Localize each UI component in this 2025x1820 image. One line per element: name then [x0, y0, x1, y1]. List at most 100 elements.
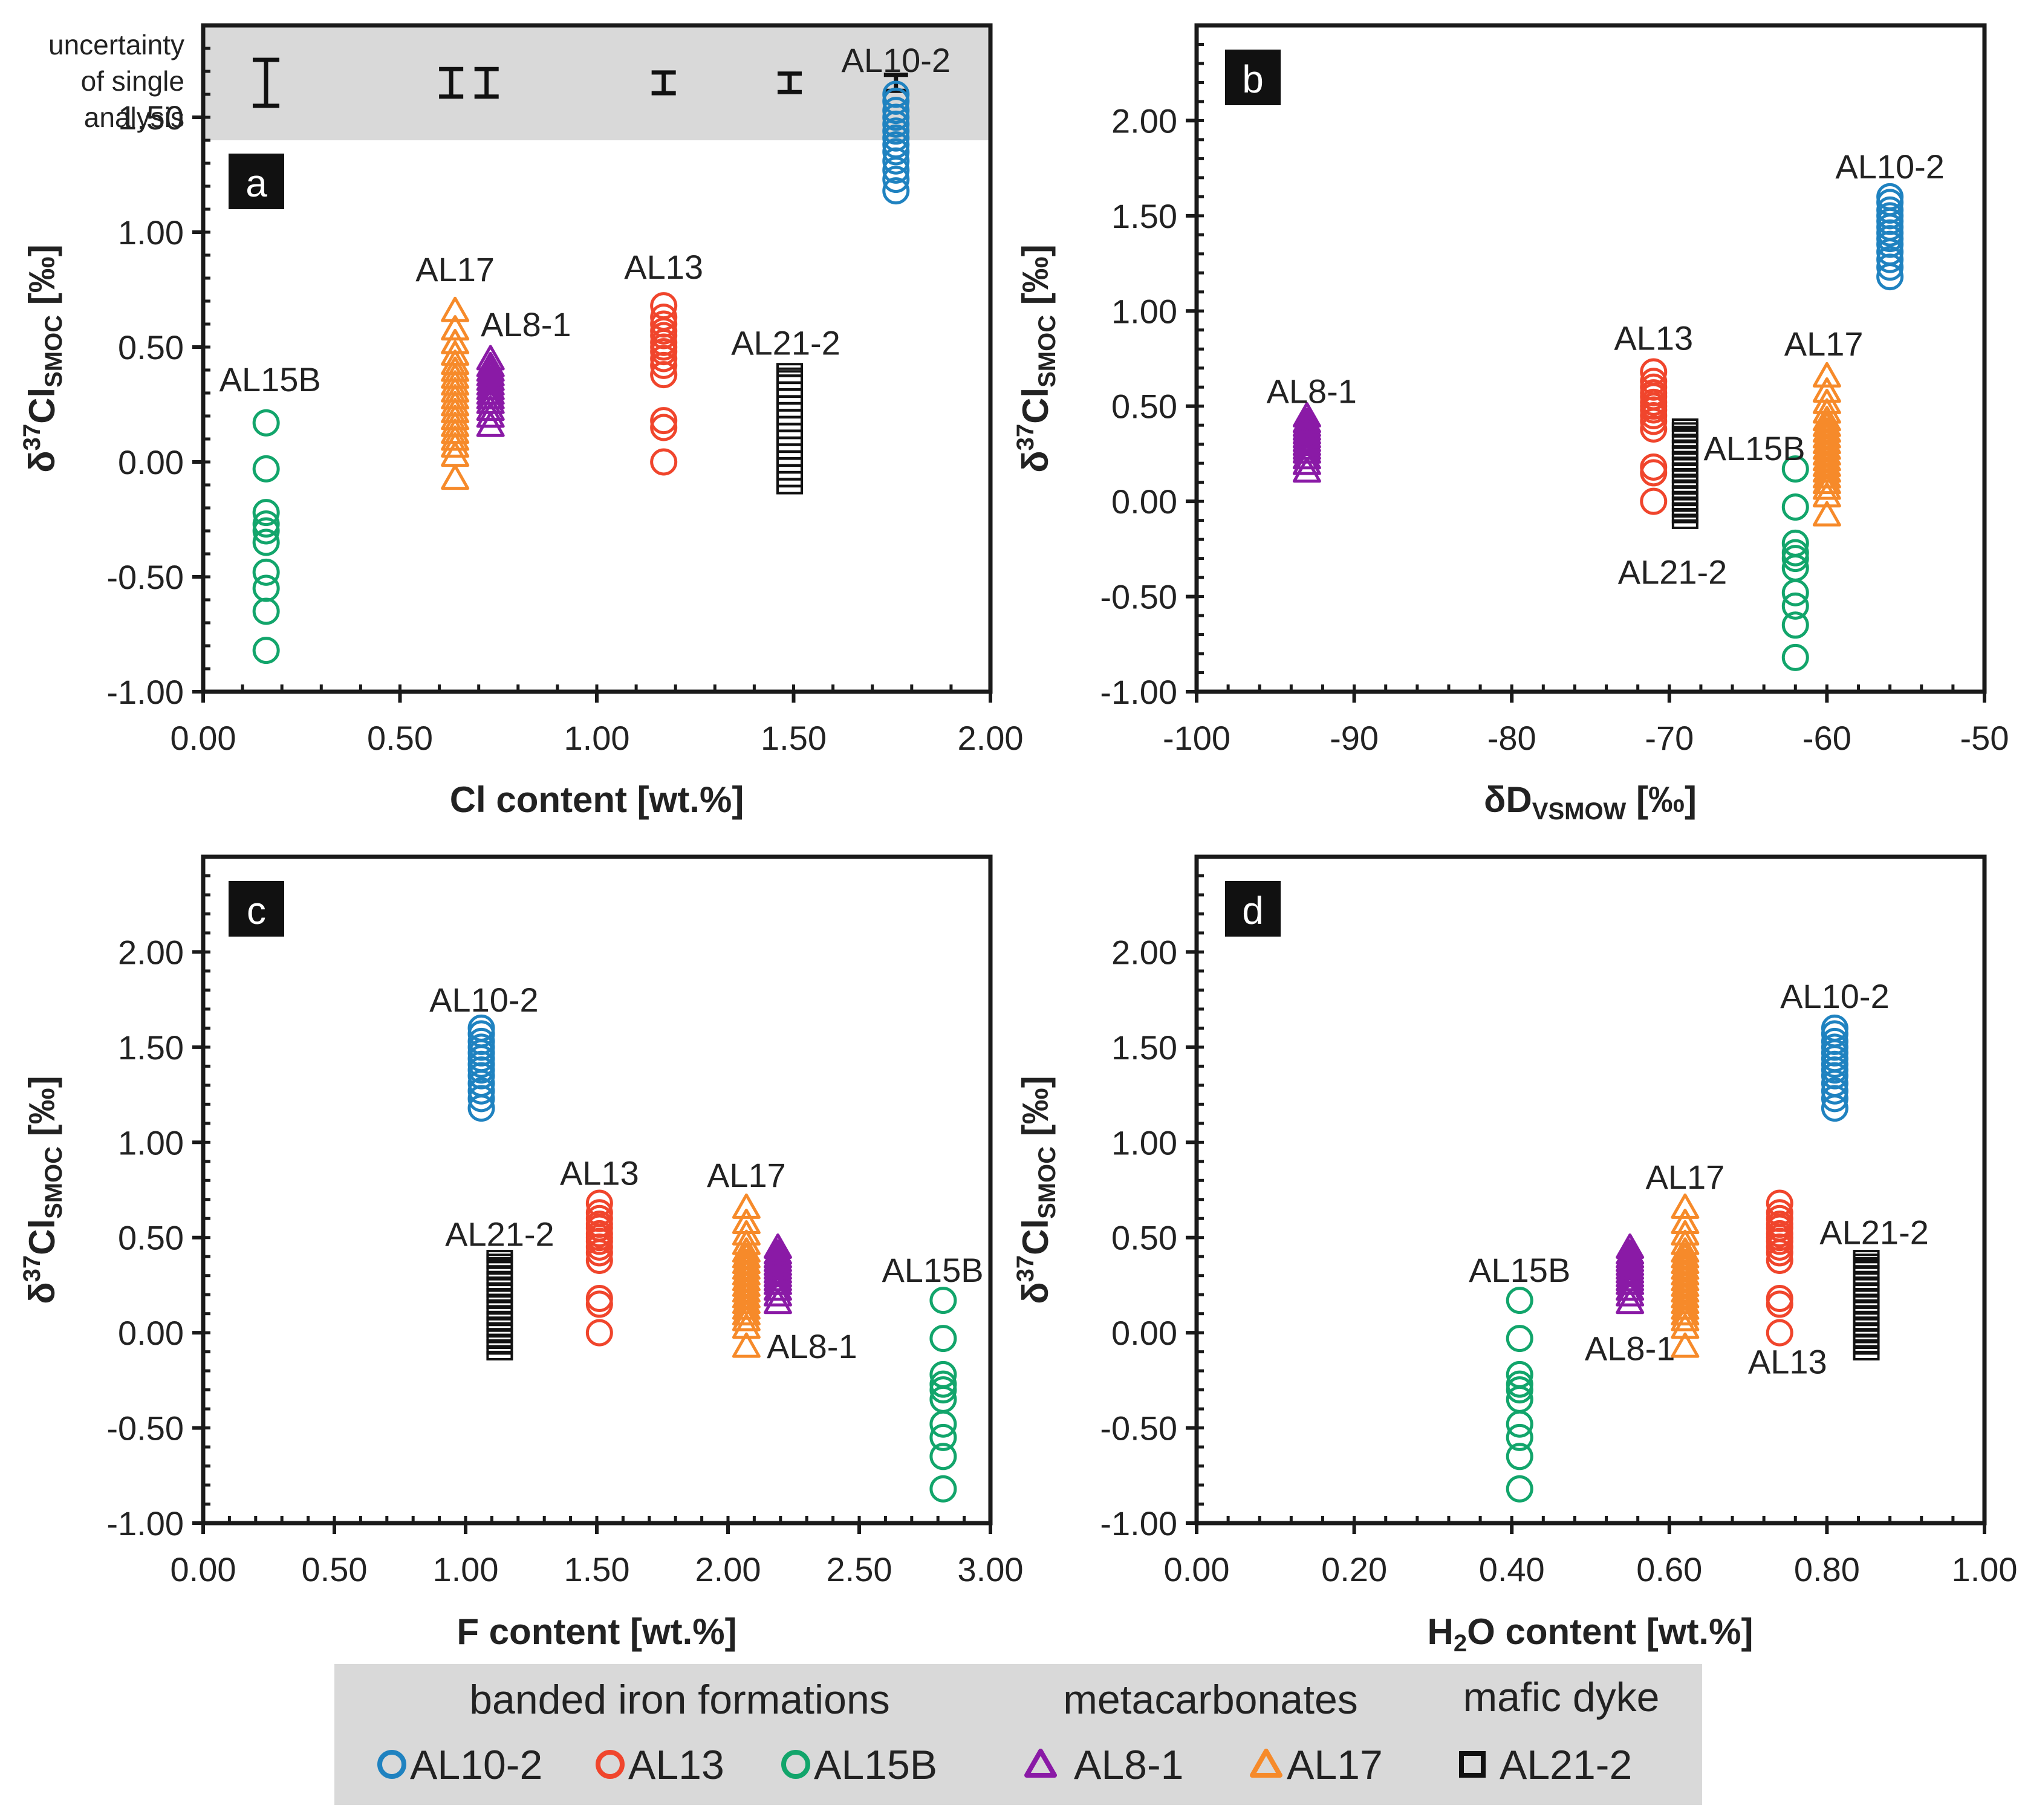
y-tick-label: -1.00	[1100, 673, 1177, 711]
annotation-AL13: AL13	[560, 1154, 639, 1192]
panel-d-x-axis: 0.00 0.20 0.40 0.60 0.80 1.00	[1164, 1516, 2018, 1588]
panel-b-points	[1292, 183, 1904, 671]
point-AL15B	[1781, 493, 1809, 521]
point-AL8-1	[1616, 1239, 1645, 1265]
x-tick-label: 0.00	[1164, 1550, 1230, 1588]
x-tick-label: 3.00	[958, 1550, 1024, 1588]
panel-c-y-label: δ37ClSMOC [‰]	[19, 1076, 67, 1304]
point-AL8-1	[1292, 444, 1321, 470]
x-tick-label: 1.50	[564, 1550, 630, 1588]
y-tick-label: -0.50	[106, 558, 184, 596]
panel-b-plot-frame	[1194, 23, 1987, 694]
point-AL13	[585, 1319, 613, 1347]
point-AL21-2	[1671, 508, 1698, 518]
point-AL17	[441, 425, 470, 451]
point-AL17	[1812, 406, 1841, 432]
point-AL13	[1640, 459, 1668, 487]
annotation-AL10-2: AL10-2	[841, 41, 951, 79]
point-AL17	[441, 377, 470, 403]
y-tick-label: 2.00	[118, 933, 184, 971]
point-AL13	[650, 414, 678, 441]
point-AL21-2	[1853, 1282, 1880, 1292]
y-tick-label: 0.00	[1111, 483, 1177, 521]
point-AL8-1	[476, 365, 505, 391]
x-tick-label: 2.00	[958, 719, 1024, 757]
x-tick-label: -90	[1330, 719, 1379, 757]
point-AL21-2	[486, 1265, 513, 1275]
y-tick-label: 2.00	[1111, 102, 1177, 140]
point-AL8-1	[763, 1233, 792, 1259]
point-AL13	[1766, 1199, 1793, 1227]
point-AL17	[441, 349, 470, 375]
panel-b-y-label: δ37ClSMOC [‰]	[1012, 244, 1061, 473]
point-AL8-1	[476, 411, 505, 437]
panel-a: uncertainty of single analysis -1.00 -0.5…	[19, 23, 1024, 820]
legend-label-AL10-2: AL10-2	[410, 1742, 542, 1788]
point-AL15B	[1506, 1423, 1533, 1451]
point-AL17	[441, 432, 470, 458]
point-AL21-2	[1671, 473, 1698, 484]
point-AL8-1	[1616, 1243, 1645, 1269]
point-AL8-1	[1616, 1289, 1645, 1315]
y-tick-label: -1.00	[1100, 1504, 1177, 1542]
legend-marker-AL15B	[781, 1750, 810, 1779]
annotation-AL13: AL13	[624, 248, 703, 286]
y-tick-label: 1.50	[118, 1029, 184, 1067]
panel-c-annotations: AL10-2 AL13 AL15B AL8-1 AL17 AL21-2	[429, 981, 983, 1365]
point-AL15B	[929, 1423, 957, 1451]
point-AL21-2	[1853, 1310, 1880, 1321]
point-AL17	[441, 441, 470, 467]
point-AL13	[650, 407, 678, 435]
point-AL10-2	[882, 124, 910, 152]
panel-c: -1.00 -0.50 0.00 0.50 1.00 1.50 2.00 0.00 0.50 1…	[19, 854, 1024, 1652]
point-AL15B	[929, 1443, 957, 1471]
point-AL21-2	[1671, 496, 1698, 507]
point-AL8-1	[763, 1289, 792, 1315]
annotation-AL10-2: AL10-2	[1835, 148, 1945, 186]
point-AL21-2	[1671, 479, 1698, 489]
point-AL8-1	[1616, 1233, 1645, 1259]
point-AL17	[441, 391, 470, 417]
legend-title-mafic-dyke: mafic dyke	[1463, 1674, 1660, 1720]
point-AL10-2	[1876, 245, 1904, 273]
point-AL21-2	[1853, 1288, 1880, 1298]
panel-c-x-axis: 0.00 0.50 1.00 1.50 2.00 2.50 3.00	[171, 1516, 1024, 1588]
point-AL15B	[929, 1370, 957, 1398]
point-AL17	[441, 370, 470, 396]
y-tick-label: 0.50	[118, 328, 184, 366]
legend-title-metacarbonates: metacarbonates	[1063, 1677, 1358, 1723]
point-AL15B	[252, 558, 280, 586]
point-AL8-1	[763, 1239, 792, 1265]
annotation-AL15B: AL15B	[882, 1251, 983, 1289]
legend: banded iron formations metacarbonates ma…	[334, 1664, 1702, 1805]
point-AL15B	[252, 517, 280, 545]
point-AL15B	[252, 409, 280, 437]
panel-b-x-axis: -100 -90 -80 -70 -60 -50	[1163, 684, 2009, 757]
point-AL17	[1671, 1229, 1700, 1255]
legend-label-AL13: AL13	[628, 1742, 724, 1788]
legend-label-AL17: AL17	[1287, 1742, 1383, 1788]
panel-d-letter-box	[1225, 881, 1281, 937]
point-AL10-2	[882, 80, 910, 108]
panel-b-y-axis: -1.00 -0.50 0.00 0.50 1.00 1.50 2.00	[1100, 24, 1204, 711]
point-AL17	[1671, 1243, 1700, 1269]
point-AL8-1	[1292, 411, 1321, 437]
point-AL10-2	[882, 177, 910, 205]
panel-a-points	[252, 80, 910, 665]
annotation-AL10-2: AL10-2	[1780, 977, 1890, 1015]
x-tick-label: 0.20	[1321, 1550, 1387, 1588]
point-AL21-2	[1853, 1250, 1880, 1260]
point-AL21-2	[1671, 485, 1698, 495]
point-AL21-2	[486, 1322, 513, 1332]
panel-a-letter-box	[229, 154, 284, 209]
point-AL17	[441, 397, 470, 423]
point-AL17	[732, 1243, 761, 1269]
x-tick-label: 0.50	[367, 719, 433, 757]
point-AL21-2	[486, 1328, 513, 1338]
point-AL21-2	[486, 1259, 513, 1269]
point-AL17	[441, 384, 470, 410]
y-tick-label: 0.00	[1111, 1314, 1177, 1352]
point-AL10-2	[882, 87, 910, 115]
point-AL17	[732, 1229, 761, 1255]
